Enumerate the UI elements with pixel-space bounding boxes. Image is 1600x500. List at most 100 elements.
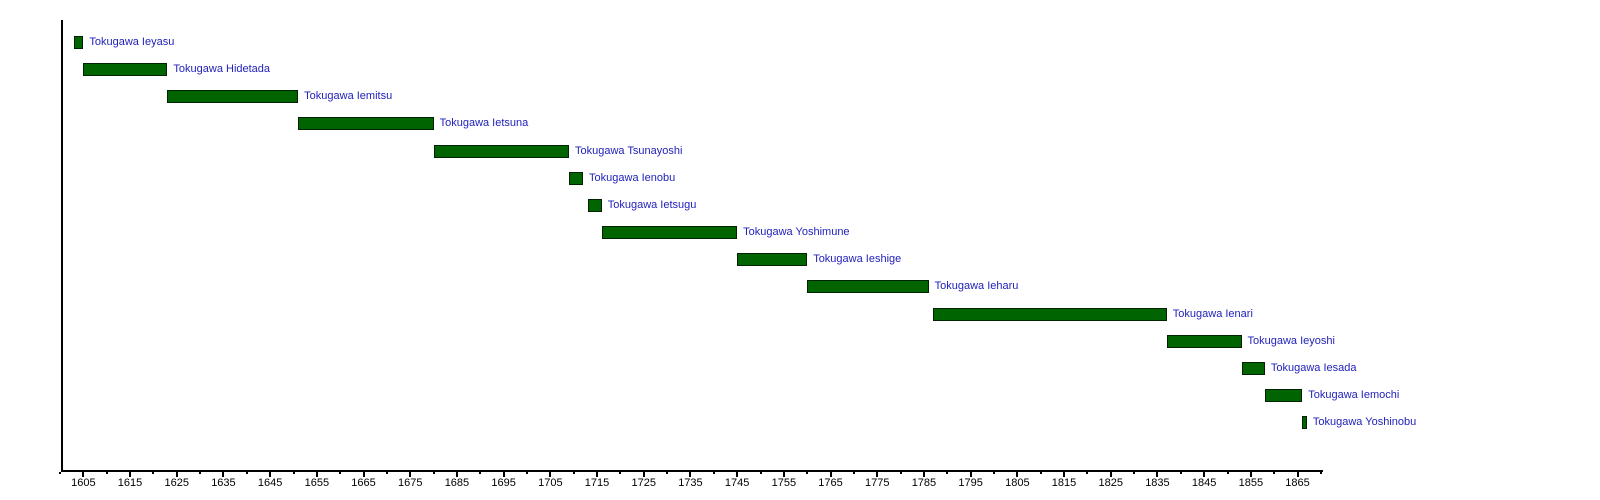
axis-tick-label: 1745 [724,477,750,489]
x-axis-minor-tick [946,472,949,474]
axis-tick-label: 1855 [1238,477,1264,489]
axis-tick-label: 1635 [211,477,236,489]
x-axis-minor-tick [292,472,295,474]
axis-tick-label: 1655 [304,477,330,489]
x-axis-minor-tick [59,472,61,474]
x-axis-major-tick [736,472,739,477]
x-axis-major-tick [549,472,552,477]
x-axis-minor-tick [899,472,902,474]
x-axis-minor-tick [1273,472,1276,474]
reign-label[interactable]: Tokugawa Iemochi [1308,388,1400,401]
reign-label[interactable]: Tokugawa Ieyasu [89,36,175,48]
x-axis-major-tick [1109,472,1112,477]
x-axis-major-tick [315,472,318,477]
axis-tick-label: 1695 [491,477,516,489]
x-axis-major-tick [782,472,785,477]
y-axis [61,20,63,472]
axis-tick-label: 1835 [1145,477,1170,489]
reign-label[interactable]: Tokugawa Tsunayoshi [575,144,683,157]
x-axis-major-tick [455,472,458,477]
axis-tick-label: 1775 [865,477,890,489]
x-axis-minor-tick [432,472,435,474]
x-axis-major-tick [409,472,412,477]
axis-tick-label: 1715 [584,477,610,489]
reign-bar [601,226,738,240]
x-axis-major-tick [82,472,85,477]
axis-tick-label: 1615 [117,477,143,489]
reign-label[interactable]: Tokugawa Ienobu [589,171,676,184]
x-axis-major-tick [222,472,225,477]
x-axis-minor-tick [339,472,342,474]
x-axis-minor-tick [385,472,388,474]
axis-tick-label: 1625 [164,477,189,489]
reign-bar [933,307,1167,321]
x-axis-major-tick [829,472,832,477]
reign-label[interactable]: Tokugawa Yoshimune [743,226,850,239]
x-axis-minor-tick [806,472,809,474]
reign-bar [1166,334,1242,348]
reign-label[interactable]: Tokugawa Iemitsu [304,90,393,103]
x-axis-minor-tick [1133,472,1136,474]
x-axis-major-tick [1156,472,1159,477]
axis-tick-label: 1725 [631,477,656,489]
axis-tick-label: 1755 [771,477,797,489]
x-axis-major-tick [502,472,505,477]
reign-bar [433,144,570,158]
x-axis-major-tick [129,472,132,477]
x-axis-major-tick [269,472,272,477]
reign-label[interactable]: Tokugawa Ieshige [813,253,902,266]
x-axis-major-tick [1249,472,1252,477]
reign-bar [587,198,602,212]
axis-tick-label: 1675 [398,477,423,489]
x-axis-major-tick [922,472,925,477]
reign-bar [1302,416,1307,430]
axis-tick-label: 1645 [257,477,283,489]
x-axis-minor-tick [993,472,995,474]
x-axis-major-tick [175,472,178,477]
x-axis-minor-tick [245,472,248,474]
reign-label[interactable]: Tokugawa Ietsuna [439,117,529,130]
axis-tick-label: 1795 [958,477,983,489]
reign-bar [807,280,929,294]
axis-tick-label: 1765 [818,477,843,489]
x-axis-major-tick [1016,472,1019,477]
reign-bar [569,171,584,185]
reign-label[interactable]: Tokugawa Ienari [1172,307,1253,320]
axis-tick-label: 1605 [71,477,96,489]
axis-tick-label: 1825 [1098,477,1123,489]
axis-tick-label: 1815 [1051,477,1077,489]
axis-tick-label: 1845 [1191,477,1217,489]
x-axis-minor-tick [759,472,762,474]
axis-tick-label: 1685 [444,477,470,489]
reign-bar [737,253,808,267]
reign-label[interactable]: Tokugawa Hidetada [173,63,271,76]
x-axis-major-tick [1063,472,1066,477]
axis-tick-label: 1865 [1285,477,1310,489]
x-axis-minor-tick [1179,472,1182,474]
axis-tick-label: 1705 [538,477,563,489]
x-axis-minor-tick [1319,472,1322,474]
axis-tick-label: 1665 [351,477,376,489]
reign-bar [298,117,434,131]
reign-bar [167,90,299,104]
reign-label[interactable]: Tokugawa Yoshinobu [1312,416,1417,429]
x-axis-minor-tick [152,472,155,474]
x-axis-major-tick [596,472,599,477]
axis-tick-label: 1785 [911,477,937,489]
x-axis-major-tick [362,472,365,477]
x-axis-major-tick [642,472,645,477]
x-axis-major-tick [969,472,972,477]
x-axis-minor-tick [199,472,202,474]
x-axis-minor-tick [572,472,575,474]
x-axis-major-tick [1296,472,1299,477]
x-axis [61,470,1323,472]
reign-label[interactable]: Tokugawa Iesada [1270,361,1357,374]
reign-label[interactable]: Tokugawa Ieyoshi [1247,334,1335,347]
reign-label[interactable]: Tokugawa Ieharu [934,280,1019,293]
axis-tick-label: 1805 [1005,477,1030,489]
x-axis-minor-tick [479,472,482,474]
reign-label[interactable]: Tokugawa Ietsugu [607,198,697,211]
reign-bar [1264,388,1303,402]
x-axis-minor-tick [1086,472,1089,474]
